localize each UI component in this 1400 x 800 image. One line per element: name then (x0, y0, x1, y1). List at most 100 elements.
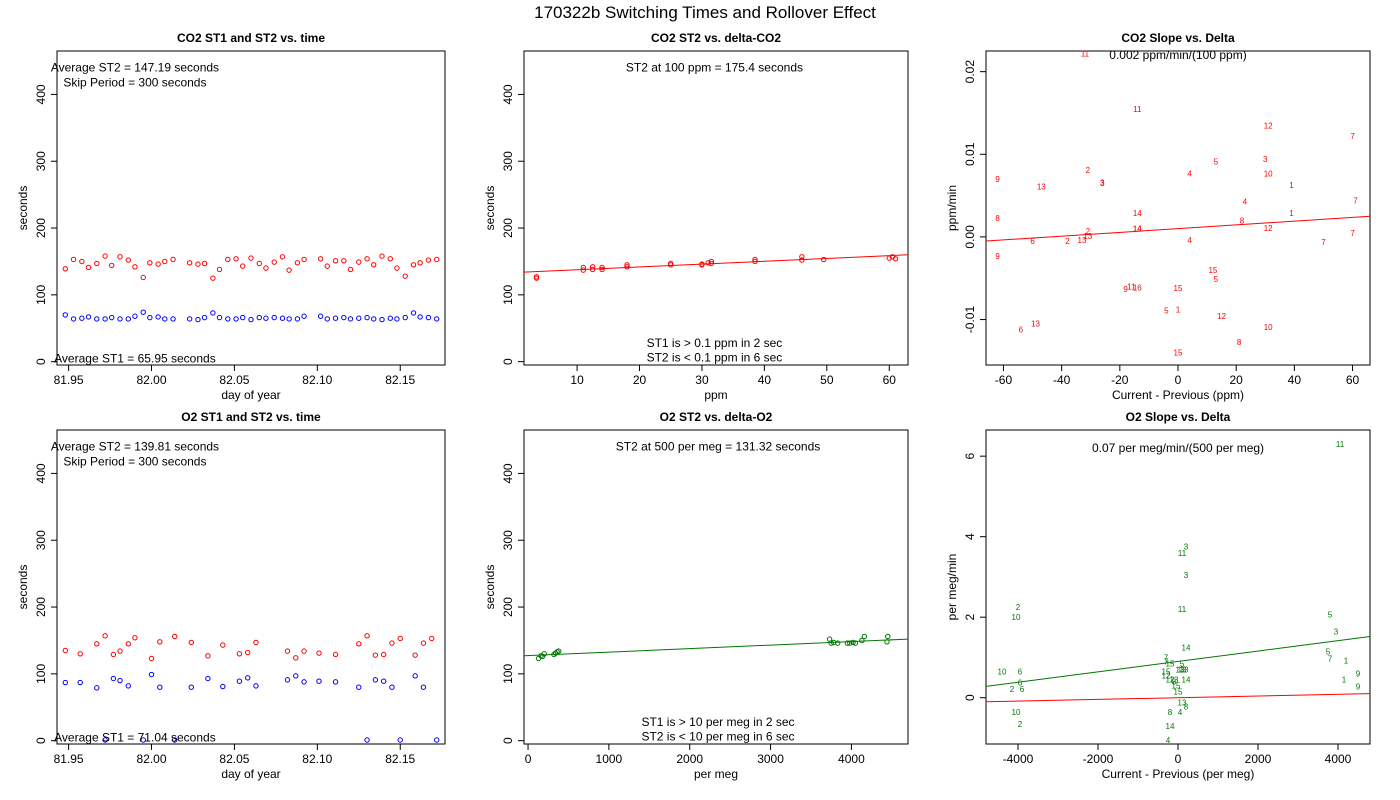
data-point-st2 (324, 263, 330, 269)
data-point-st2 (94, 260, 100, 267)
data-point-st2 (220, 642, 226, 648)
point-label: 13 (1180, 666, 1189, 675)
data-point-st1 (216, 314, 223, 321)
point-label: 15 (1162, 668, 1171, 677)
point-label: 10 (1264, 169, 1273, 178)
chart-o2-time: O2 ST1 and ST2 vs. time 81.95 82.00 82.05 82… (16, 410, 446, 781)
data-point-st2 (317, 256, 324, 262)
data-point-st2 (420, 640, 427, 646)
chart-annotation: Average ST2 = 147.19 seconds (51, 61, 219, 75)
data-point-st1 (201, 314, 208, 321)
data-point-st2 (244, 649, 251, 656)
y-tick-label: 100 (34, 285, 48, 305)
data-point-st2 (886, 255, 892, 261)
data-point-st1 (233, 316, 239, 322)
point-label: 5 (1180, 659, 1185, 668)
plot-frame (985, 429, 1371, 745)
data-point-st1 (147, 314, 153, 321)
y-tick-label: 300 (501, 151, 515, 171)
data-point-st1 (279, 315, 286, 321)
data-point-st2 (402, 273, 408, 279)
data-point-st1 (62, 679, 68, 686)
x-axis-label: ppm (704, 388, 727, 402)
y-tick-label: 400 (501, 463, 515, 483)
data-point-st2 (62, 647, 68, 654)
point-label: 1 (1176, 306, 1181, 315)
data-point-st2 (397, 635, 403, 642)
data-point-st2 (70, 256, 77, 263)
data-point-st2 (364, 633, 370, 639)
data-point-st2 (425, 257, 432, 263)
point-label: 13 (1078, 236, 1087, 245)
point-label: 10 (1012, 613, 1021, 622)
data-point-st1 (85, 314, 92, 320)
point-label: 13 (1083, 232, 1092, 241)
point-label: 11 (1336, 440, 1345, 449)
data-point-st2 (708, 260, 715, 267)
point-label: 15 (1174, 284, 1183, 293)
point-label: 2 (1016, 603, 1021, 612)
data-point-st1 (412, 673, 418, 679)
x-tick-label: 10 (570, 373, 584, 387)
y-tick-label: 100 (501, 285, 515, 305)
data-point-st1 (186, 316, 193, 322)
data-point-st1 (356, 315, 362, 321)
x-tick-label: 82.15 (385, 373, 415, 387)
data-point-st2 (77, 651, 83, 657)
chart-annotation: ST1 is > 0.1 ppm in 2 sec (647, 336, 783, 350)
data-point-st2 (380, 651, 387, 658)
y-axis-label: seconds (483, 565, 497, 610)
data-point-st2 (102, 633, 108, 639)
chart-title: O2 Slope vs. Delta (1126, 410, 1231, 424)
x-tick-label: 60 (883, 373, 897, 387)
data-point-st1 (271, 314, 277, 321)
data-point-st2 (110, 651, 117, 658)
data-point-st2 (125, 257, 131, 263)
point-label: 16 (1133, 283, 1142, 292)
x-axis-label: day of year (221, 388, 280, 402)
point-label: 15 (1208, 266, 1217, 275)
data-point-st2 (708, 258, 715, 265)
data-point-st2 (892, 256, 899, 262)
y-tick-label: 0.00 (963, 225, 977, 249)
data-point-st2 (147, 260, 153, 266)
point-label: 12 (1162, 672, 1171, 681)
y-axis-label: seconds (16, 186, 30, 231)
y-axis-label: seconds (483, 186, 497, 231)
data-point-st2 (62, 266, 68, 272)
data-point-st2 (589, 266, 596, 273)
x-tick-label: 82.00 (136, 752, 166, 766)
plot-frame (56, 429, 446, 745)
chart-annotation: ST2 at 500 per meg = 131.32 seconds (616, 440, 820, 454)
data-point-st1 (417, 314, 423, 320)
data-point-st1 (256, 314, 262, 321)
point-label: 5 (1214, 275, 1219, 284)
data-point-st2 (109, 262, 115, 269)
data-point-st1 (236, 678, 243, 684)
data-point-st2 (556, 648, 562, 654)
chart-title: CO2 ST2 vs. delta-CO2 (651, 31, 781, 45)
data-point-st2 (102, 253, 108, 259)
data-point-st2 (162, 258, 168, 265)
x-tick-label: 82.10 (302, 373, 332, 387)
data-point-st2 (85, 264, 92, 271)
x-tick-label: -4000 (1003, 752, 1034, 766)
regression-line (524, 638, 908, 657)
data-point-st1 (77, 679, 83, 686)
data-point-st2 (852, 640, 859, 646)
chart-title: O2 ST2 vs. delta-O2 (660, 410, 773, 424)
data-point-st2 (389, 640, 395, 646)
point-label: 13 (1178, 699, 1187, 708)
point-label: 13 (1031, 320, 1040, 329)
point-label: 8 (1168, 708, 1173, 717)
data-point-st1 (244, 675, 251, 681)
point-label: 13 (1176, 666, 1185, 675)
point-label: 11 (1178, 549, 1187, 558)
x-tick-label: -60 (995, 373, 1013, 387)
data-point-st2 (668, 260, 674, 267)
point-label: 9 (1356, 670, 1361, 679)
data-point-st2 (417, 260, 423, 266)
regression-line (524, 254, 908, 273)
x-tick-label: 0 (525, 752, 532, 766)
